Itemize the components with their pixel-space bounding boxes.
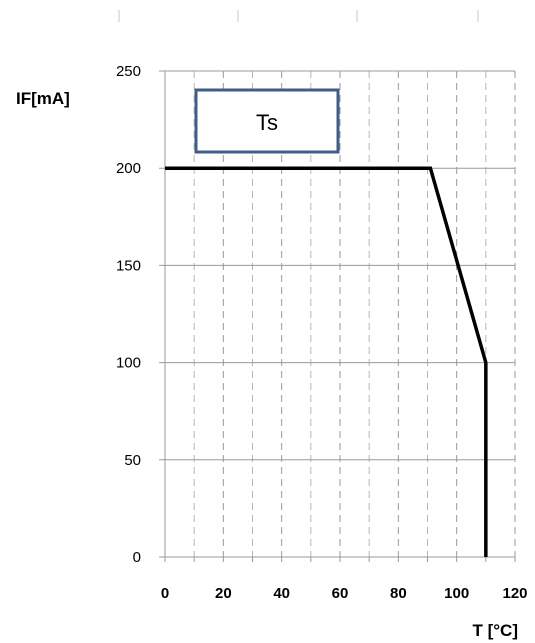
x-tick-label: 100 <box>444 585 469 602</box>
y-tick-labels: 0 50 100 150 200 250 <box>116 63 141 566</box>
x-tick-label: 60 <box>332 585 349 602</box>
ts-annotation-label: Ts <box>256 110 278 135</box>
y-tick-label: 0 <box>133 549 141 566</box>
series-line <box>165 166 488 557</box>
x-tick-label: 0 <box>161 585 169 602</box>
top-tick-marks <box>118 10 479 22</box>
y-tick-label: 150 <box>116 257 141 274</box>
y-tick-label: 250 <box>116 63 141 80</box>
x-tick-labels: 0 20 40 60 80 100 120 <box>161 585 528 602</box>
y-tick-label: 200 <box>116 160 141 177</box>
y-tick-label: 100 <box>116 355 141 372</box>
x-tick-label: 80 <box>390 585 407 602</box>
minor-gridlines <box>193 71 487 557</box>
x-tick-label: 120 <box>502 585 527 602</box>
ts-annotation-box <box>194 88 340 154</box>
x-axis-label: T [°C] <box>472 621 518 640</box>
y-tick-label: 50 <box>124 452 141 469</box>
series-layer <box>165 166 488 557</box>
y-axis-label: IF[mA] <box>16 89 70 108</box>
x-tick-label: 20 <box>215 585 232 602</box>
x-tick-label: 40 <box>273 585 290 602</box>
